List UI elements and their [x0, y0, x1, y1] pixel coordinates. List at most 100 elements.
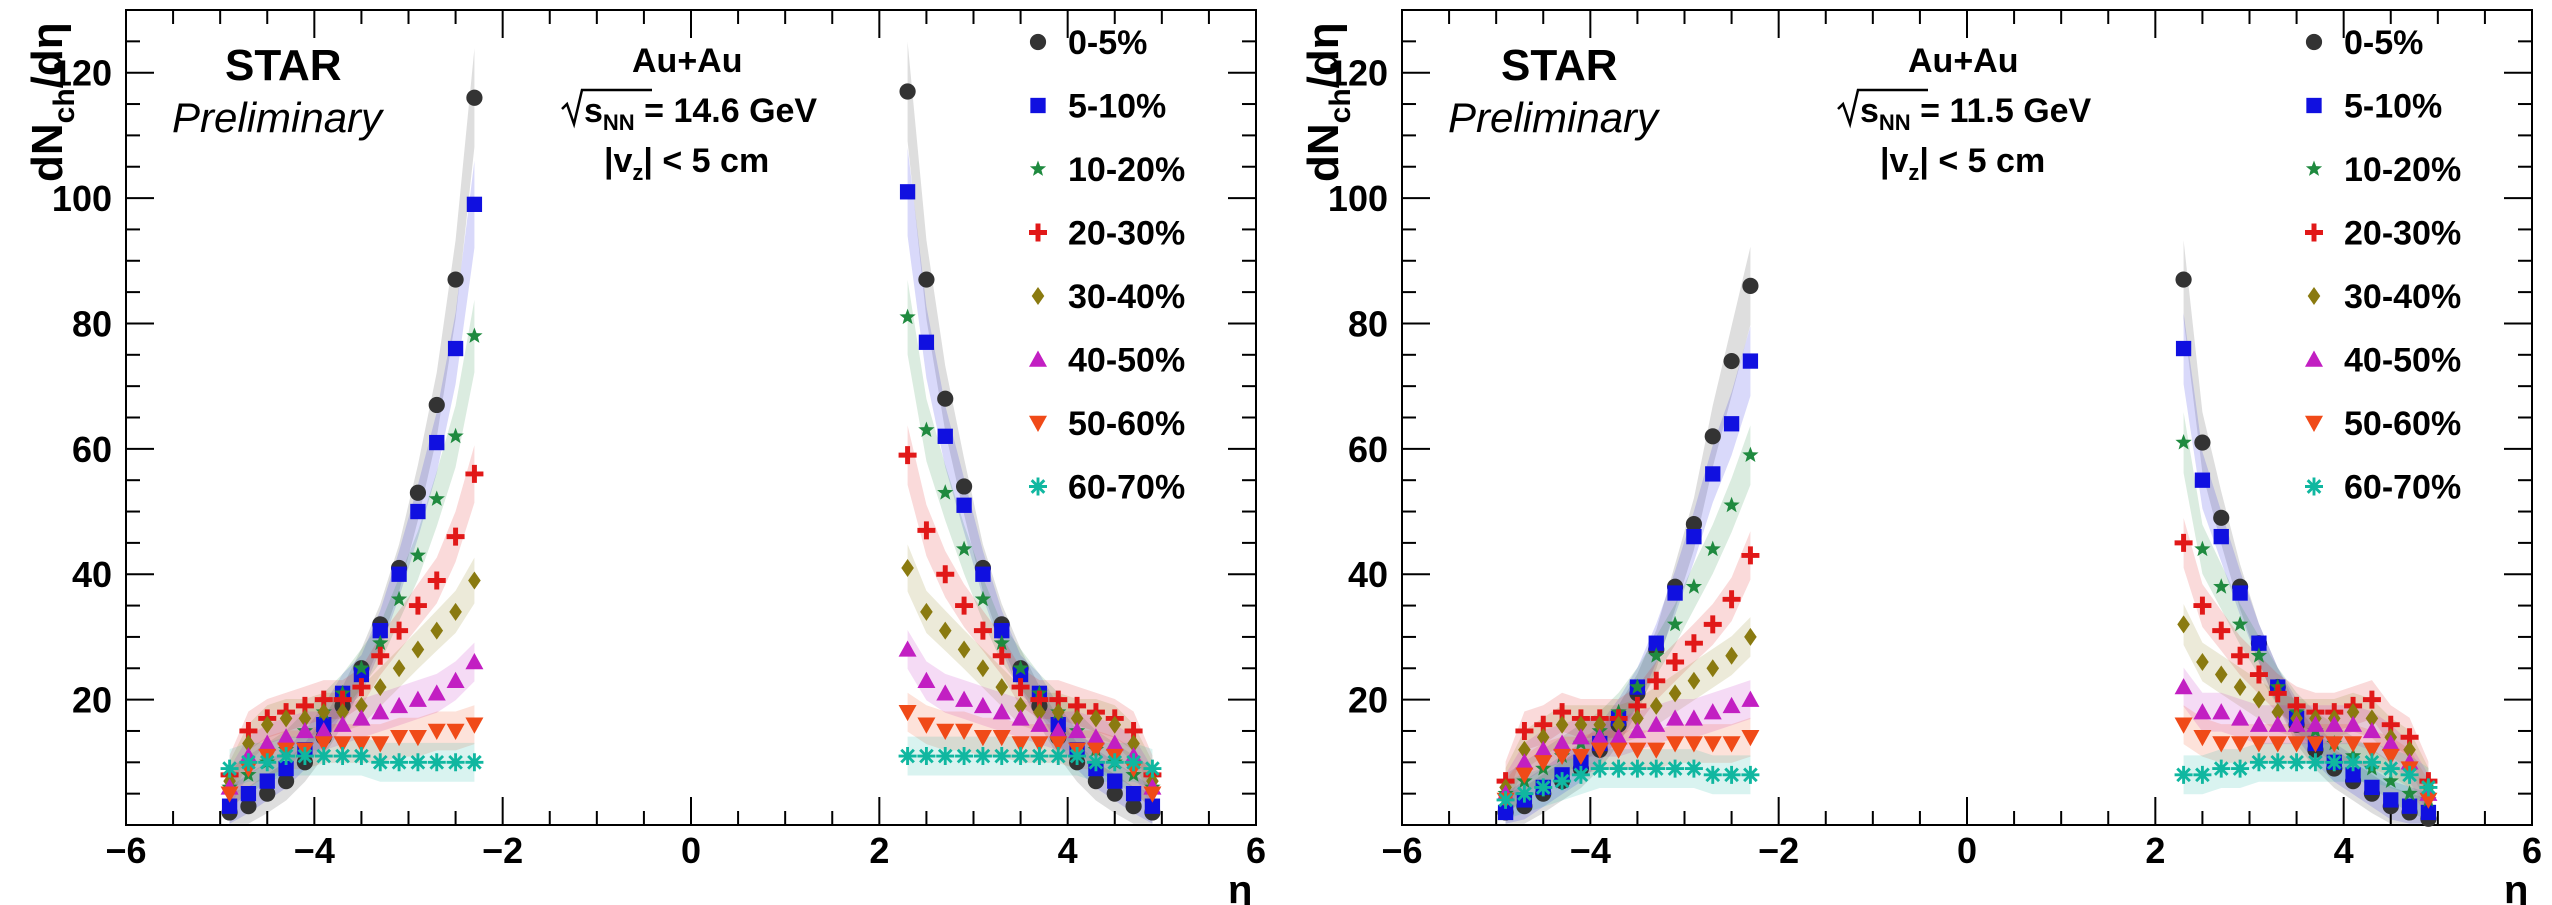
- data-point: [2382, 772, 2399, 789]
- legend-label: 5-10%: [2344, 88, 2442, 126]
- data-point: [468, 571, 481, 590]
- data-point: [1744, 627, 1757, 646]
- data-point: [408, 596, 427, 615]
- data-point: [1647, 671, 1666, 690]
- data-point: [258, 734, 277, 751]
- data-point: [2381, 734, 2400, 751]
- data-point: [955, 596, 974, 615]
- x-tick-label: 2: [869, 830, 889, 871]
- data-point: [2213, 528, 2229, 545]
- data-point: [2419, 792, 2438, 809]
- data-point: [1609, 728, 1628, 745]
- data-point: [917, 717, 936, 734]
- data-point: [920, 602, 933, 621]
- data-point: [2174, 678, 2193, 695]
- data-point: [390, 753, 409, 772]
- legend-label: 60-70%: [2344, 469, 2461, 507]
- data-point: [992, 730, 1011, 747]
- series-50-60%: [1496, 717, 2438, 809]
- legend-marker: [2306, 97, 2322, 114]
- data-point: [1668, 684, 1682, 703]
- data-point: [277, 773, 295, 790]
- data-point: [2231, 615, 2249, 632]
- legend-entry: 60-70%: [1029, 469, 1185, 507]
- data-point: [1684, 759, 1703, 778]
- x-axis: −6 −4 −2 0 2 4 6: [1381, 10, 2542, 871]
- uncertainty-band: [2183, 667, 2429, 814]
- data-point: [2381, 748, 2400, 766]
- data-point: [1628, 721, 1647, 739]
- data-point: [1705, 466, 1721, 482]
- x-tick-label: 2: [2145, 830, 2165, 871]
- data-point: [411, 640, 425, 659]
- data-point: [2194, 540, 2211, 557]
- legend-label: 30-40%: [1068, 278, 1185, 316]
- data-point: [1143, 759, 1162, 778]
- data-point: [427, 723, 446, 740]
- y-tick-label: 100: [1328, 178, 1388, 219]
- legend-entry: 20-30%: [1029, 215, 1185, 253]
- data-point: [333, 747, 352, 766]
- data-point: [2231, 736, 2250, 753]
- y-axis-title: dNch/dη: [1299, 22, 1357, 182]
- data-point: [1553, 772, 1572, 791]
- data-point: [373, 678, 387, 697]
- legend-marker: [1029, 477, 1047, 496]
- data-point: [1553, 734, 1572, 751]
- data-point: [429, 434, 445, 451]
- data-point: [2232, 585, 2248, 601]
- data-point: [466, 196, 483, 212]
- data-point: [447, 271, 464, 288]
- data-point: [2325, 736, 2344, 753]
- y-tick-label: 120: [1328, 53, 1388, 94]
- data-point: [259, 773, 275, 789]
- data-point: [1049, 747, 1068, 766]
- data-point: [918, 271, 935, 288]
- data-point: [2325, 753, 2344, 772]
- legend-label: 40-50%: [2344, 342, 2461, 380]
- data-point: [1070, 709, 1084, 728]
- data-point: [2174, 765, 2193, 784]
- data-point: [353, 666, 370, 683]
- data-point: [1107, 773, 1123, 789]
- data-point: [936, 565, 955, 584]
- data-point: [2344, 753, 2363, 772]
- legend-marker: [2305, 223, 2323, 242]
- data-point: [2249, 715, 2268, 732]
- y-tick-label: 40: [1348, 554, 1388, 595]
- data-point: [1629, 678, 1646, 694]
- data-point: [2401, 785, 2418, 801]
- data-point: [956, 497, 972, 513]
- data-point: [1647, 759, 1666, 778]
- data-point: [277, 747, 296, 766]
- data-point: [2194, 472, 2211, 488]
- data-point: [1143, 786, 1162, 803]
- data-point: [1496, 790, 1515, 809]
- data-point: [1703, 765, 1722, 784]
- data-point: [2231, 709, 2250, 726]
- data-point: [2194, 434, 2211, 451]
- data-point: [449, 602, 462, 621]
- legend-label: 50-60%: [2344, 405, 2461, 443]
- legend-marker: [1029, 33, 1047, 51]
- legend-label: 60-70%: [1068, 469, 1185, 507]
- data-point: [1144, 798, 1161, 814]
- data-point: [220, 786, 239, 803]
- data-point: [1593, 715, 1607, 734]
- data-point: [1609, 759, 1628, 778]
- data-point: [1125, 798, 1142, 815]
- data-point: [955, 540, 973, 557]
- data-point: [2362, 742, 2381, 759]
- data-point: [992, 703, 1011, 720]
- data-point: [333, 715, 352, 732]
- data-point: [2249, 736, 2268, 753]
- legend-label: 30-40%: [2344, 278, 2461, 316]
- data-point: [447, 427, 464, 444]
- data-points: [1496, 271, 2438, 827]
- legend-marker: [2305, 477, 2323, 496]
- data-point: [1742, 277, 1759, 294]
- data-point: [2193, 730, 2212, 747]
- data-point: [1723, 352, 1740, 370]
- uncertainty-band: [1505, 617, 1751, 807]
